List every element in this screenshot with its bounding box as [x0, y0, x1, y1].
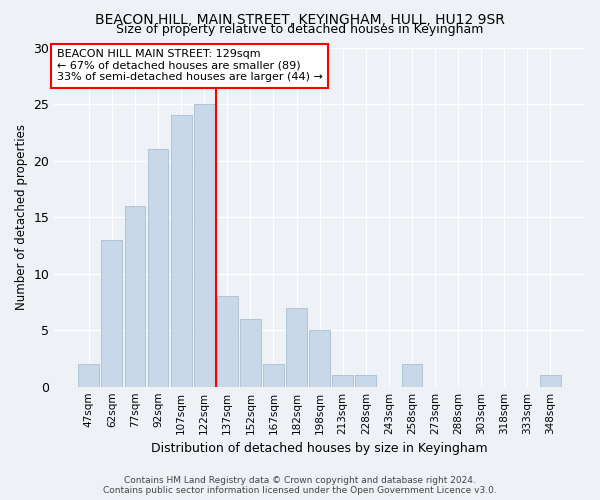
Bar: [540, 376, 561, 386]
Bar: [240, 319, 261, 386]
Bar: [171, 116, 191, 386]
Bar: [401, 364, 422, 386]
Bar: [263, 364, 284, 386]
Bar: [101, 240, 122, 386]
X-axis label: Distribution of detached houses by size in Keyingham: Distribution of detached houses by size …: [151, 442, 488, 455]
Bar: [286, 308, 307, 386]
Y-axis label: Number of detached properties: Number of detached properties: [15, 124, 28, 310]
Bar: [217, 296, 238, 386]
Bar: [194, 104, 215, 387]
Text: Size of property relative to detached houses in Keyingham: Size of property relative to detached ho…: [116, 22, 484, 36]
Text: BEACON HILL MAIN STREET: 129sqm
← 67% of detached houses are smaller (89)
33% of: BEACON HILL MAIN STREET: 129sqm ← 67% of…: [57, 49, 323, 82]
Bar: [148, 150, 169, 386]
Bar: [332, 376, 353, 386]
Bar: [309, 330, 330, 386]
Bar: [355, 376, 376, 386]
Text: Contains HM Land Registry data © Crown copyright and database right 2024.
Contai: Contains HM Land Registry data © Crown c…: [103, 476, 497, 495]
Bar: [79, 364, 99, 386]
Bar: [125, 206, 145, 386]
Text: BEACON HILL, MAIN STREET, KEYINGHAM, HULL, HU12 9SR: BEACON HILL, MAIN STREET, KEYINGHAM, HUL…: [95, 12, 505, 26]
